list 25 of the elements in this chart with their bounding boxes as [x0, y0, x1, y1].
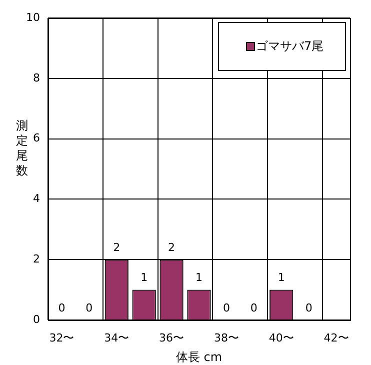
data-label: 0 [250, 301, 258, 314]
data-label: 1 [140, 271, 148, 284]
y-tick-label: 4 [33, 192, 40, 206]
data-label: 2 [113, 240, 120, 254]
y-tick-label: 6 [33, 132, 40, 145]
legend-label: ゴマサバ7尾 [256, 39, 324, 54]
y-tick-label: 8 [33, 71, 40, 84]
data-label: 0 [86, 301, 93, 314]
data-label: 1 [278, 271, 285, 284]
data-label: 0 [222, 301, 230, 314]
x-tick-label: 36〜 [159, 331, 184, 344]
data-label: 0 [58, 301, 66, 314]
x-tick-label: 40〜 [268, 331, 294, 344]
y-tick-label: 2 [33, 252, 40, 266]
data-label: 2 [168, 240, 176, 254]
x-axis-title: 体長 cm [176, 350, 222, 364]
x-tick-label: 38〜 [214, 331, 239, 344]
x-tick-label: 32〜 [49, 331, 74, 344]
y-axis-title: 測定尾数 [16, 118, 28, 178]
data-label: 0 [305, 301, 312, 314]
y-tick-label: 10 [26, 10, 40, 24]
x-tick-label: 34〜 [104, 331, 130, 344]
y-tick-label: 0 [33, 312, 40, 326]
x-tick-label: 42〜 [324, 331, 349, 344]
data-label: 1 [196, 271, 202, 284]
